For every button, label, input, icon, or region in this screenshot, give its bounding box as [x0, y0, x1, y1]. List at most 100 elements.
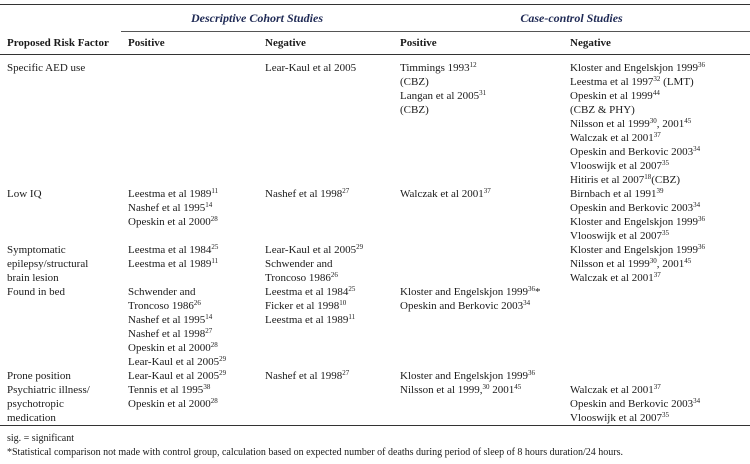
cell-line: Timmings 199312	[400, 61, 563, 75]
reference-number: 34	[523, 299, 531, 307]
citation-text: Leestma et al 1984	[128, 244, 212, 256]
citation-text: Nashef et al 1995	[128, 314, 206, 326]
study-cell	[563, 369, 750, 383]
study-cell	[121, 55, 258, 188]
cell-line: (CBZ)	[400, 75, 563, 89]
citation-text: Nilsson et al 1999	[570, 118, 650, 130]
citation-text: Opeskin et al 1999	[570, 90, 653, 102]
reference-number: 11	[211, 257, 219, 265]
risk-factor: Symptomatic	[7, 244, 66, 256]
citation-text: Opeskin et al 2000	[128, 398, 211, 410]
citation-text: , 2001	[656, 258, 685, 270]
reference-number: 29	[219, 369, 227, 377]
study-cell: Nashef et al 199827	[258, 187, 393, 243]
table-row: Symptomatic epilepsy/structural brain lesi…	[0, 243, 750, 285]
citation-text: Troncoso 1986	[128, 300, 194, 312]
study-cell: Kloster and Engelskjon 199936	[393, 369, 563, 383]
study-cell: Leestma et al 198425 Leestma et al 198911	[121, 243, 258, 285]
study-cell: Walczak et al 200137 Opeskin and Berkovic…	[563, 383, 750, 426]
reference-number: 36	[528, 285, 536, 293]
citation-text: *	[535, 286, 541, 298]
cell-line: Leestma et al 198911	[265, 313, 393, 327]
citation-text: Vlooswijk et al 2007	[570, 230, 662, 242]
cell-line: Birnbach et al 199139	[570, 187, 750, 201]
citation-text: Lear-Kaul et al 2005	[265, 62, 357, 74]
citation-text: Ficker et al 1998	[265, 300, 340, 312]
reference-number: 27	[342, 187, 350, 195]
reference-number: 25	[348, 285, 356, 293]
reference-number: 39	[656, 187, 664, 195]
citation-text: Walczak et al 2001	[570, 272, 654, 284]
column-header: Positive	[393, 31, 564, 55]
table-row: Found in bed Schwender and Troncoso 198626…	[0, 285, 750, 369]
citation-text: Walczak et al 2001	[400, 188, 484, 200]
citation-text: Opeskin and Berkovic 2003	[570, 202, 694, 214]
citation-text: Nashef et al 1998	[265, 370, 343, 382]
reference-number: 30	[482, 383, 490, 391]
citation-text: Nashef et al 1998	[128, 328, 206, 340]
cell-line: Vlooswijk et al 200735	[570, 159, 750, 173]
citation-text: Opeskin et al 2000	[128, 216, 211, 228]
column-header: Positive	[121, 31, 258, 55]
reference-number: 29	[219, 355, 227, 363]
citation-text: Opeskin and Berkovic 2003	[570, 146, 694, 158]
risk-factor: psychotropic	[7, 398, 64, 410]
citation-text: Walczak et al 2001	[570, 384, 654, 396]
citation-text: Kloster and Engelskjon 1999	[400, 370, 529, 382]
cell-line: Tennis et al 199538	[128, 383, 258, 397]
citation-text: Hitiris et al 2007	[570, 174, 645, 186]
risk-factor-table: Descriptive Cohort Studies Case-control …	[0, 4, 750, 426]
cell-line: Lear-Kaul et al 200529	[128, 369, 258, 383]
cell-line: Vlooswijk et al 200735	[570, 411, 750, 425]
reference-number: 28	[210, 341, 218, 349]
cell-line: Lear-Kaul et al 200529	[128, 355, 258, 369]
reference-number: 14	[205, 313, 213, 321]
study-cell: Lear-Kaul et al 200529 Schwender and Tronc…	[258, 243, 393, 285]
citation-text: Kloster and Engelskjon 1999	[570, 216, 699, 228]
citation-text: Opeskin and Berkovic 2003	[400, 300, 524, 312]
reference-number: 44	[652, 89, 660, 97]
citation-text: Vlooswijk et al 2007	[570, 160, 662, 172]
cell-line: Opeskin and Berkovic 200334	[570, 145, 750, 159]
reference-number: 35	[661, 229, 669, 237]
reference-number: 36	[698, 61, 706, 69]
citation-text: Opeskin et al 2000	[128, 342, 211, 354]
cell-line: Troncoso 198626	[128, 299, 258, 313]
footnote: sig. = significant	[7, 433, 75, 444]
risk-factor: Found in bed	[7, 286, 66, 298]
citation-text: Nilsson et al 1999	[570, 258, 650, 270]
cell-line: Kloster and Engelskjon 199936	[570, 61, 750, 75]
reference-number: 32	[653, 75, 661, 83]
cell-line: Leestma et al 198911	[128, 257, 258, 271]
cell-line: Walczak et al 200137	[570, 131, 750, 145]
study-cell	[563, 285, 750, 369]
page: Descriptive Cohort Studies Case-control …	[0, 4, 750, 464]
reference-number: 11	[348, 313, 356, 321]
cell-line: Nashef et al 199514	[128, 201, 258, 215]
cell-line: Lear-Kaul et al 200529	[265, 243, 393, 257]
column-header: Negative	[258, 31, 394, 55]
cell-line: Kloster and Engelskjon 199936	[570, 215, 750, 229]
table-row: Specific AED use Lear-Kaul et al 2005 Timm…	[0, 55, 750, 188]
risk-factor-cell: Symptomatic epilepsy/structural brain lesi…	[0, 243, 121, 285]
citation-text: 2001	[489, 384, 515, 396]
column-header: Negative	[563, 31, 750, 55]
cell-line: Nashef et al 199827	[265, 369, 393, 383]
risk-factor: epilepsy/structural	[7, 258, 89, 270]
cell-line: (CBZ)	[400, 103, 563, 117]
cell-line: Lear-Kaul et al 2005	[265, 61, 393, 75]
column-header: Proposed Risk Factor	[0, 31, 121, 55]
risk-factor: Specific AED use	[7, 62, 86, 74]
reference-number: 18	[644, 173, 652, 181]
risk-factor: Prone position	[7, 370, 71, 382]
study-cell: Nilsson et al 1999,30 200145	[393, 383, 564, 426]
reference-number: 38	[203, 383, 211, 391]
citation-text: (LMT)	[660, 76, 694, 88]
cell-line: Ficker et al 199810	[265, 299, 393, 313]
cell-line: (CBZ & PHY)	[570, 103, 750, 117]
cell-line: Kloster and Engelskjon 199936	[570, 243, 750, 257]
cell-line: Hitiris et al 200718(CBZ)	[570, 173, 750, 187]
reference-number: 36	[698, 215, 706, 223]
blank-header	[0, 4, 121, 32]
citation-text: (CBZ)	[651, 174, 680, 186]
